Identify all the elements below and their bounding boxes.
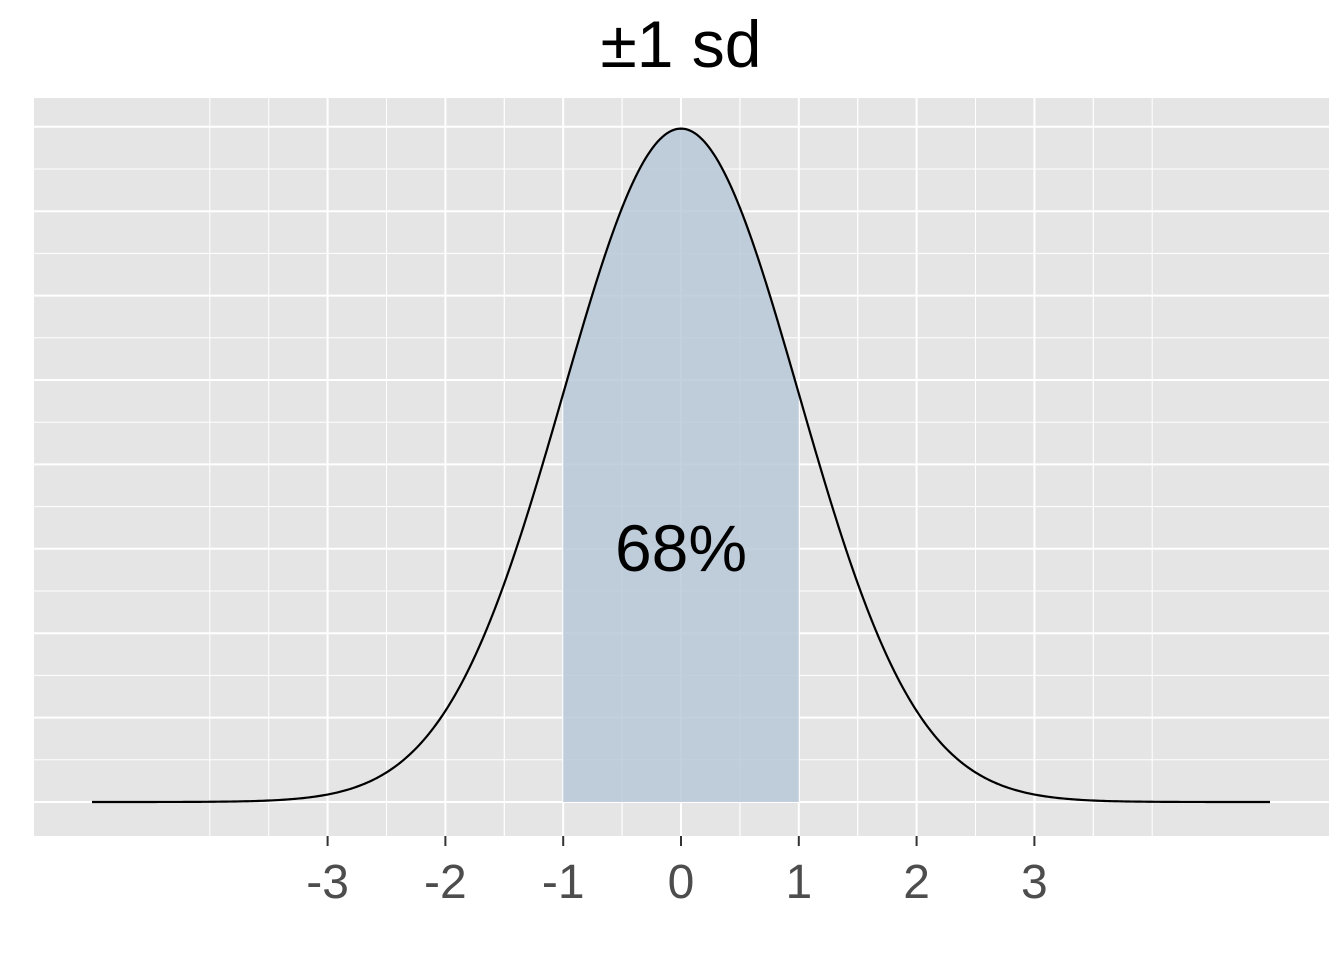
shaded-area-1sd (563, 128, 799, 803)
x-tick-label: 3 (1021, 856, 1048, 909)
x-tick-label: 0 (668, 856, 695, 909)
density-curve (92, 127, 1270, 804)
x-tick-label: 2 (903, 856, 930, 909)
chart-title: ±1 sd (600, 7, 762, 81)
annotation-label: 68% (615, 511, 747, 585)
x-tick-label: -1 (542, 856, 585, 909)
x-tick-label: 1 (785, 856, 812, 909)
x-tick-label: -2 (424, 856, 467, 909)
x-tick-label: -3 (306, 856, 349, 909)
